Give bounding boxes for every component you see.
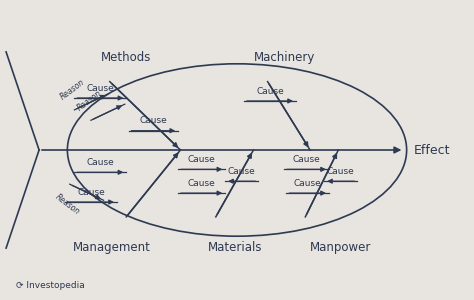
Text: Cause: Cause (188, 179, 216, 188)
Text: Effect: Effect (414, 143, 450, 157)
Text: Cause: Cause (256, 87, 284, 96)
Text: Machinery: Machinery (254, 51, 315, 64)
Text: Reason: Reason (75, 88, 103, 112)
Text: Manpower: Manpower (310, 241, 371, 254)
Text: Cause: Cause (139, 116, 167, 125)
Text: Cause: Cause (292, 155, 320, 164)
Text: Cause: Cause (188, 155, 216, 164)
Text: Cause: Cause (77, 188, 105, 197)
Text: Reason: Reason (59, 78, 87, 102)
Text: Management: Management (73, 241, 151, 254)
Text: Cause: Cause (294, 179, 321, 188)
Text: Cause: Cause (228, 167, 255, 176)
Text: Materials: Materials (208, 241, 262, 254)
Text: Cause: Cause (86, 84, 114, 93)
Text: Cause: Cause (327, 167, 355, 176)
Text: Methods: Methods (101, 51, 152, 64)
Text: ⟳ Investopedia: ⟳ Investopedia (16, 281, 84, 290)
Text: Reason: Reason (54, 192, 82, 216)
Text: Cause: Cause (86, 158, 114, 167)
